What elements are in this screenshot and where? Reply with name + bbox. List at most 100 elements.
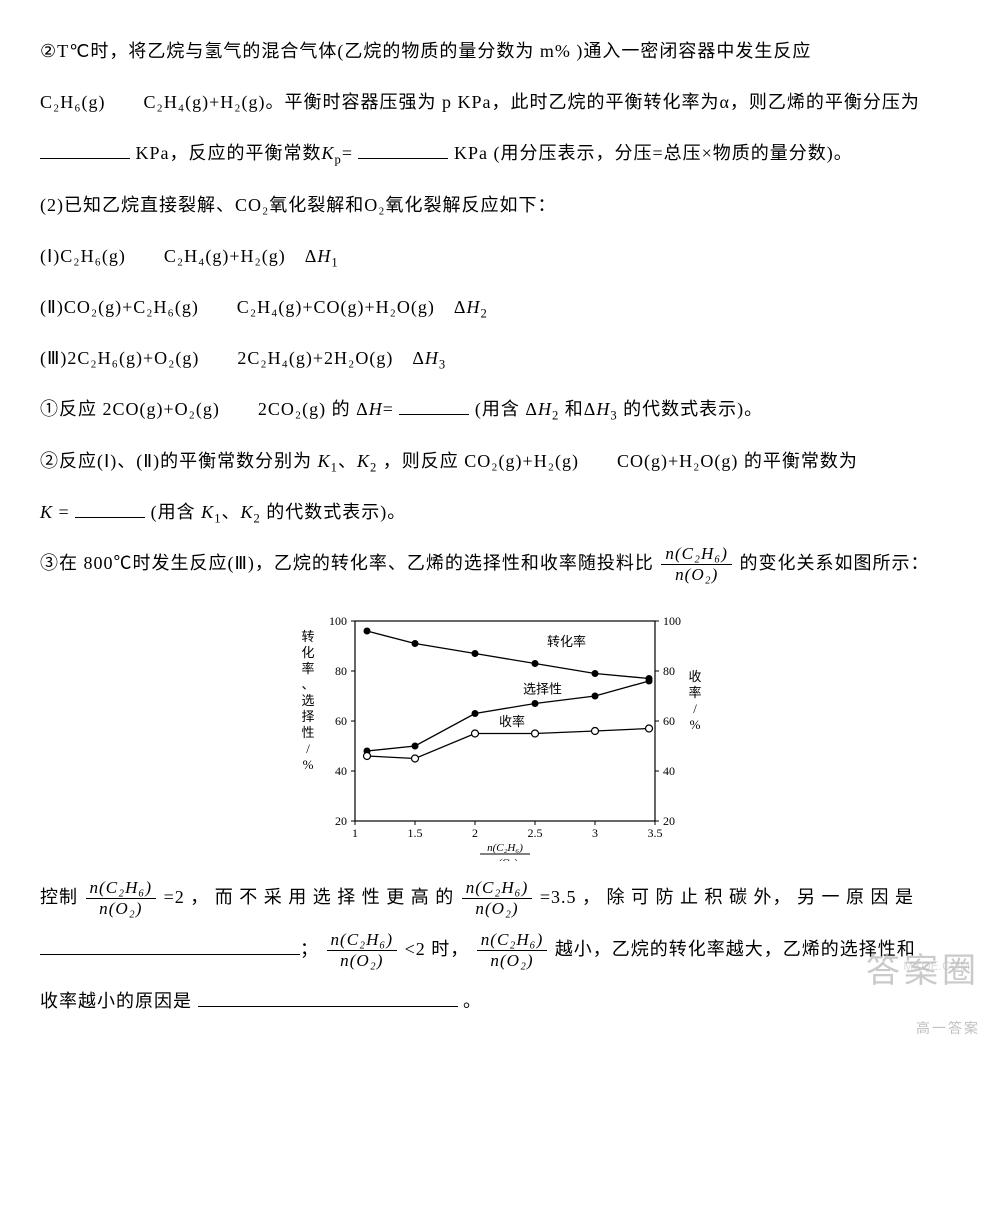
- svg-text:20: 20: [335, 814, 347, 828]
- text: (2)已知乙烷直接裂解、CO₂氧化裂解和O₂氧化裂解反应如下：: [40, 195, 557, 215]
- frac-num: n(C₂H₆): [661, 544, 732, 566]
- k-sub: 2: [370, 460, 377, 474]
- svg-text:100: 100: [663, 614, 681, 628]
- k-symbol: K: [357, 451, 370, 471]
- text: 收率越小的原因是: [40, 991, 192, 1011]
- text: KPa (用分压表示，分压=总压×物质的量分数)。: [454, 143, 853, 163]
- svg-text:/: /: [306, 741, 310, 756]
- svg-text:%: %: [303, 757, 314, 772]
- svg-text:选择性: 选择性: [523, 681, 562, 696]
- text: ③在 800℃时发生反应(Ⅲ)，乙烷的转化率、乙烯的选择性和收率随投料比: [40, 553, 654, 573]
- text: (用含: [151, 502, 202, 522]
- svg-text:性: 性: [301, 725, 314, 740]
- text: <2 时，: [405, 939, 470, 959]
- svg-text:转化率: 转化率: [547, 634, 586, 649]
- k-symbol: K: [318, 451, 331, 471]
- frac-den: n(O₂): [477, 951, 548, 972]
- text: (Ⅰ)C₂H₆(g) C₂H₄(g)+H₂(g) Δ: [40, 246, 317, 266]
- blank-1: [40, 141, 130, 159]
- h-sub: 2: [552, 409, 559, 423]
- svg-text:40: 40: [663, 764, 675, 778]
- blank-line-reason: ； n(C₂H₆) n(O₂) <2 时， n(C₂H₆) n(O₂) 越小，乙…: [40, 928, 960, 972]
- symbol-kp: K: [322, 143, 335, 163]
- svg-text:化: 化: [301, 645, 314, 660]
- svg-text:收率: 收率: [499, 714, 525, 729]
- svg-text:率: 率: [688, 685, 701, 700]
- blank-4: [75, 500, 145, 518]
- frac-den: n(O₂): [86, 899, 157, 920]
- frac-den: n(O₂): [462, 899, 533, 920]
- text: 和Δ: [565, 399, 597, 419]
- text: ②反应(Ⅰ)、(Ⅱ)的平衡常数分别为: [40, 451, 318, 471]
- svg-text:60: 60: [335, 714, 347, 728]
- svg-text:1.5: 1.5: [408, 826, 423, 840]
- blank-3: [399, 397, 469, 415]
- sep: ；: [300, 939, 319, 959]
- section-2-intro: (2)已知乙烷直接裂解、CO₂氧化裂解和O₂氧化裂解反应如下：: [40, 184, 960, 227]
- control-ratio: 控制 n(C₂H₆) n(O₂) =2 ， 而 不 采 用 选 择 性 更 高 …: [40, 876, 960, 920]
- svg-text:转: 转: [301, 629, 314, 644]
- svg-text:40: 40: [335, 764, 347, 778]
- last-line: 收率越小的原因是 。: [40, 980, 960, 1023]
- equation-line-1: C₂H₆(g) C₂H₄(g)+H₂(g)。平衡时容器压强为 p KPa，此时乙…: [40, 81, 960, 124]
- k-symbol: K: [40, 502, 53, 522]
- text: 。: [463, 991, 482, 1011]
- chart-container: 202040406060808010010011.522.533.5转化率、选择…: [40, 601, 960, 861]
- text: (Ⅱ)CO₂(g)+C₂H₆(g) C₂H₄(g)+CO(g)+H₂O(g) Δ: [40, 297, 467, 317]
- h-sub: 3: [610, 409, 617, 423]
- reaction-1: (Ⅰ)C₂H₆(g) C₂H₄(g)+H₂(g) ΔH1: [40, 235, 960, 278]
- ratio-fraction: n(C₂H₆) n(O₂): [327, 930, 398, 972]
- frac-den: n(O₂): [661, 565, 732, 586]
- frac-num: n(C₂H₆): [477, 930, 548, 952]
- svg-text:率: 率: [301, 661, 314, 676]
- frac-num: n(C₂H₆): [86, 878, 157, 900]
- h-symbol: H: [369, 399, 383, 419]
- blank-2: [358, 141, 448, 159]
- h-sub: 2: [481, 307, 488, 321]
- text: 的代数式表示)。: [266, 502, 406, 522]
- subquestion-1: ①反应 2CO(g)+O₂(g) 2CO₂(g) 的 ΔH= (用含 ΔH2 和…: [40, 388, 960, 431]
- h-symbol: H: [467, 297, 481, 317]
- equals: =: [342, 143, 353, 163]
- svg-text:80: 80: [663, 664, 675, 678]
- conversion-selectivity-yield-chart: 202040406060808010010011.522.533.5转化率、选择…: [290, 601, 710, 861]
- blank-6: [198, 989, 458, 1007]
- text: ②T℃时，将乙烷与氢气的混合气体(乙烷的物质的量分数为 m% )通入一密闭容器中…: [40, 41, 811, 61]
- h-symbol: H: [425, 348, 439, 368]
- frac-den: n(O₂): [327, 951, 398, 972]
- equals: =: [53, 502, 75, 522]
- h-symbol: H: [596, 399, 610, 419]
- svg-text:n(O₂): n(O₂): [493, 857, 518, 861]
- svg-text:80: 80: [335, 664, 347, 678]
- subquestion-3: ③在 800℃时发生反应(Ⅲ)，乙烷的转化率、乙烯的选择性和收率随投料比 n(C…: [40, 542, 960, 586]
- svg-text:60: 60: [663, 714, 675, 728]
- text: (Ⅲ)2C₂H₆(g)+O₂(g) 2C₂H₄(g)+2H₂O(g) Δ: [40, 348, 425, 368]
- svg-text:2: 2: [472, 826, 478, 840]
- text: 的变化关系如图所示：: [739, 553, 929, 573]
- ratio-fraction: n(C₂H₆) n(O₂): [462, 878, 533, 920]
- sep: 、: [221, 502, 240, 522]
- svg-text:选: 选: [301, 693, 314, 708]
- text: ①反应 2CO(g)+O₂(g) 2CO₂(g) 的 Δ: [40, 399, 369, 419]
- svg-text:收: 收: [688, 669, 701, 684]
- symbol-kp-sub: p: [335, 153, 342, 167]
- sep: 、: [338, 451, 357, 471]
- question-2-part1: ②T℃时，将乙烷与氢气的混合气体(乙烷的物质的量分数为 m% )通入一密闭容器中…: [40, 30, 960, 73]
- subquestion-2: ②反应(Ⅰ)、(Ⅱ)的平衡常数分别为 K1、K2 ，则反应 CO₂(g)+H₂(…: [40, 440, 960, 483]
- ratio-fraction: n(C₂H₆) n(O₂): [86, 878, 157, 920]
- h-sub: 3: [439, 358, 446, 372]
- k-sub: 1: [331, 460, 338, 474]
- svg-text:择: 择: [301, 709, 314, 724]
- svg-text:2.5: 2.5: [528, 826, 543, 840]
- reaction-2: (Ⅱ)CO₂(g)+C₂H₆(g) C₂H₄(g)+CO(g)+H₂O(g) Δ…: [40, 286, 960, 329]
- text: 控制: [40, 887, 78, 907]
- svg-text:、: 、: [301, 677, 314, 692]
- svg-text:20: 20: [663, 814, 675, 828]
- text: (用含 Δ: [475, 399, 538, 419]
- svg-text:100: 100: [329, 614, 347, 628]
- equals: =: [383, 399, 394, 419]
- reaction-3: (Ⅲ)2C₂H₆(g)+O₂(g) 2C₂H₄(g)+2H₂O(g) ΔH3: [40, 337, 960, 380]
- text: ，则反应 CO₂(g)+H₂(g) CO(g)+H₂O(g) 的平衡常数为: [383, 451, 858, 471]
- svg-text:n(C₂H₆): n(C₂H₆): [487, 842, 523, 854]
- h-symbol: H: [538, 399, 552, 419]
